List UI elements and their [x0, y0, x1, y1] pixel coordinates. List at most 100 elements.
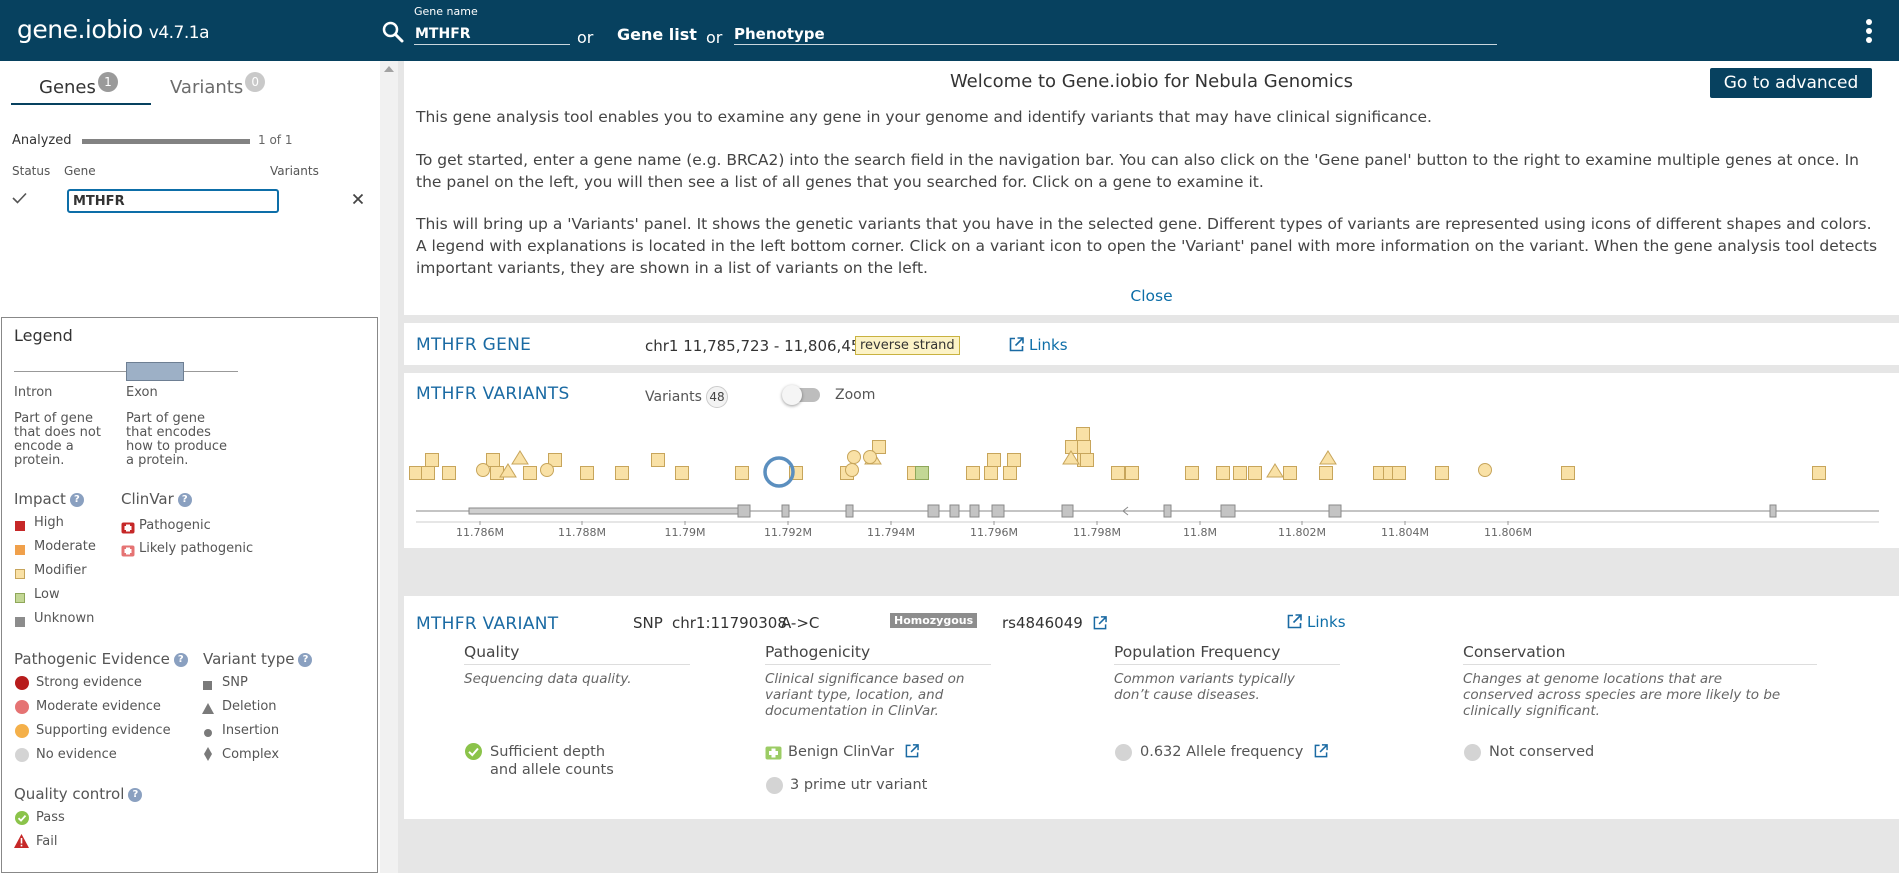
variant-snp-marker[interactable] — [984, 466, 998, 480]
variant-insertion-marker[interactable] — [863, 450, 877, 464]
strand-badge: reverse strand — [855, 336, 960, 355]
help-icon[interactable]: ? — [69, 492, 84, 507]
variant-insertion-marker[interactable] — [845, 463, 859, 477]
gene-links-button[interactable]: Links — [1009, 336, 1068, 354]
variant-snp-marker[interactable] — [1111, 466, 1125, 480]
variant-change: A->C — [781, 614, 820, 632]
variant-snp-marker[interactable] — [1077, 440, 1091, 454]
gene-list-button[interactable]: Gene list — [617, 25, 697, 44]
tab-genes[interactable]: Genes 1 — [39, 72, 118, 98]
variant-snp-marker[interactable] — [1233, 466, 1247, 480]
variant-snp-marker[interactable] — [1392, 466, 1406, 480]
variant-insertion-marker[interactable] — [847, 450, 861, 464]
gene-name-input[interactable] — [414, 23, 570, 45]
variant-insertion-marker[interactable] — [476, 463, 490, 477]
more-vertical-icon[interactable] — [1862, 18, 1876, 44]
variant-snp-marker[interactable] — [523, 466, 537, 480]
variant-snp-marker[interactable] — [1080, 453, 1094, 467]
variant-snp-marker[interactable] — [1185, 466, 1199, 480]
variant-snp-marker[interactable] — [651, 453, 665, 467]
gene-model-exon — [1220, 504, 1236, 518]
gene-row-input[interactable] — [67, 189, 279, 213]
variant-snp-marker[interactable] — [1003, 466, 1017, 480]
pathogenicity-column: Pathogenicity Clinical significance base… — [765, 643, 1005, 719]
variant-snp-marker[interactable] — [966, 466, 980, 480]
clinvar-pathogenic-icon — [121, 522, 135, 534]
variant-snp-marker[interactable] — [486, 453, 500, 467]
variant-snp-marker[interactable] — [1125, 466, 1139, 480]
variant-insertion-marker[interactable] — [540, 463, 554, 477]
no-evidence-icon — [766, 777, 783, 794]
variant-snp-marker[interactable] — [409, 466, 423, 480]
variant-snp-marker[interactable] — [1248, 466, 1262, 480]
variant-deletion-marker[interactable] — [1062, 450, 1080, 465]
search-icon — [382, 21, 404, 43]
help-icon[interactable]: ? — [177, 492, 192, 507]
axis-tick-label: 11.8M — [1183, 526, 1217, 539]
zoom-toggle[interactable] — [782, 385, 820, 405]
variant-snp-marker[interactable] — [442, 466, 456, 480]
scroll-up-arrow-icon[interactable] — [384, 66, 394, 72]
variant-snp-marker[interactable] — [1283, 466, 1297, 480]
variant-snp-marker[interactable] — [872, 440, 886, 454]
insertion-label: Insertion — [222, 723, 280, 738]
external-link-icon[interactable] — [1093, 616, 1107, 630]
variant-snp-marker[interactable] — [675, 466, 689, 480]
status-column-header: Status — [12, 164, 51, 178]
variant-snp-marker[interactable] — [548, 453, 562, 467]
or-separator: or — [577, 28, 594, 47]
rsid-link[interactable]: rs4846049 — [1002, 614, 1107, 632]
variant-snp-marker[interactable] — [580, 466, 594, 480]
variant-deletion-marker[interactable] — [499, 463, 517, 478]
axis-tick-label: 11.806M — [1484, 526, 1532, 539]
tab-variants[interactable]: Variants 0 — [170, 72, 266, 98]
variant-snp-marker[interactable] — [1076, 427, 1090, 441]
variant-snp-marker[interactable] — [1812, 466, 1826, 480]
impact-unknown-label: Unknown — [34, 611, 95, 626]
quality-control-title: Quality control? — [14, 785, 143, 803]
help-icon[interactable]: ? — [298, 652, 313, 667]
phenotype-input[interactable] — [734, 23, 1497, 45]
variant-deletion-marker[interactable] — [511, 450, 529, 465]
strong-evidence-label: Strong evidence — [36, 675, 142, 690]
app-version: v4.7.1a — [148, 23, 210, 43]
variant-track: 11.786M 11.788M 11.79M 11.792M 11.794M 11.796… — [409, 427, 1879, 539]
variant-snp-marker[interactable] — [1216, 466, 1230, 480]
variant-snp-marker[interactable] — [1435, 466, 1449, 480]
zoom-toggle-knob[interactable] — [782, 385, 802, 405]
external-link-icon[interactable] — [905, 744, 919, 758]
variant-insertion-marker[interactable] — [1478, 463, 1492, 477]
variant-snp-marker[interactable] — [490, 466, 504, 480]
variant-snp-marker[interactable] — [1319, 466, 1333, 480]
variant-deletion-marker[interactable] — [1266, 463, 1284, 478]
exon-block — [126, 362, 184, 381]
variant-snp-marker[interactable] — [1007, 453, 1021, 467]
complex-label: Complex — [222, 747, 280, 762]
gene-model-exon — [737, 504, 751, 518]
left-panel-scrollbar[interactable] — [380, 61, 398, 873]
variant-snp-marker[interactable] — [615, 466, 629, 480]
variant-deletion-marker[interactable] — [1319, 450, 1337, 465]
or-separator: or — [706, 28, 723, 47]
close-icon[interactable] — [352, 193, 364, 205]
clinvar-pathogenic-label: Pathogenic — [139, 518, 211, 533]
variant-snp-marker[interactable] — [425, 453, 439, 467]
go-to-advanced-button[interactable]: Go to advanced — [1710, 68, 1872, 98]
variant-snp-marker[interactable] — [421, 466, 435, 480]
external-link-icon[interactable] — [1314, 744, 1328, 758]
pathogenicity-desc-line: documentation in ClinVar. — [765, 703, 939, 719]
variant-low-impact-marker[interactable] — [915, 466, 929, 480]
variant-snp-marker[interactable] — [1561, 466, 1575, 480]
active-tab-indicator — [11, 103, 151, 105]
close-welcome-link[interactable]: Close — [1130, 287, 1173, 305]
population-frequency-description: Common variants typically don’t cause di… — [1114, 671, 1474, 703]
variant-links-button[interactable]: Links — [1287, 613, 1346, 631]
external-link-icon — [1009, 337, 1024, 352]
app-title: gene.iobio v4.7.1a — [17, 15, 210, 44]
help-icon[interactable]: ? — [173, 652, 188, 667]
help-icon[interactable]: ? — [128, 787, 143, 802]
variant-snp-marker[interactable] — [1065, 440, 1079, 454]
variant-snp-marker[interactable] — [987, 453, 1001, 467]
legend-panel: Legend Intron Exon Part of gene that doe… — [1, 317, 378, 873]
variant-snp-marker[interactable] — [735, 466, 749, 480]
